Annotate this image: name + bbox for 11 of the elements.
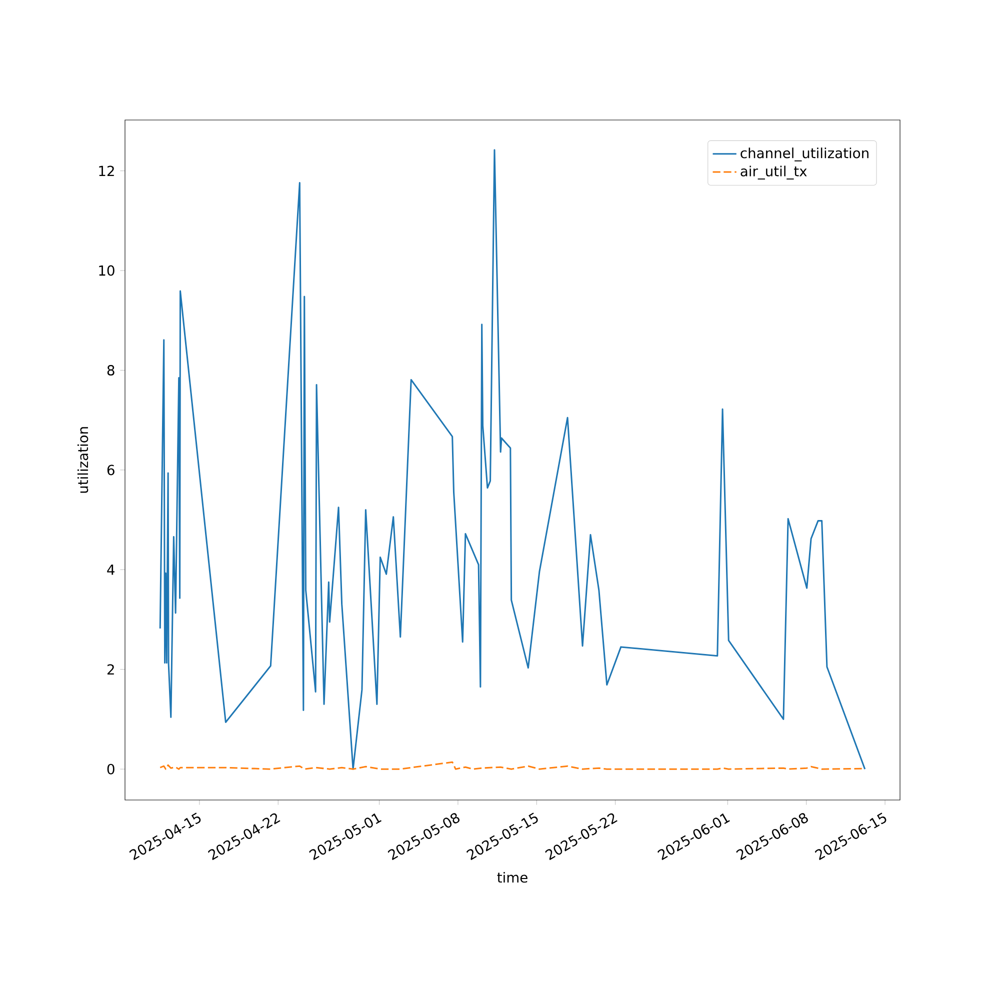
y-tick-label: 0 (107, 764, 114, 774)
y-tick-label: 8 (107, 365, 114, 376)
y-tick-label: 6 (107, 464, 114, 476)
y-tick-label: 12 (99, 166, 114, 176)
x-axis-title: time (497, 872, 528, 883)
y-tick-label: 4 (107, 564, 114, 575)
legend-label: channel_utilization (740, 148, 868, 162)
y-axis-title: utilization (77, 427, 88, 493)
y-tick-label: 2 (107, 664, 114, 675)
legend-label: air_util_tx (740, 166, 807, 180)
y-tick-label: 10 (99, 265, 114, 276)
